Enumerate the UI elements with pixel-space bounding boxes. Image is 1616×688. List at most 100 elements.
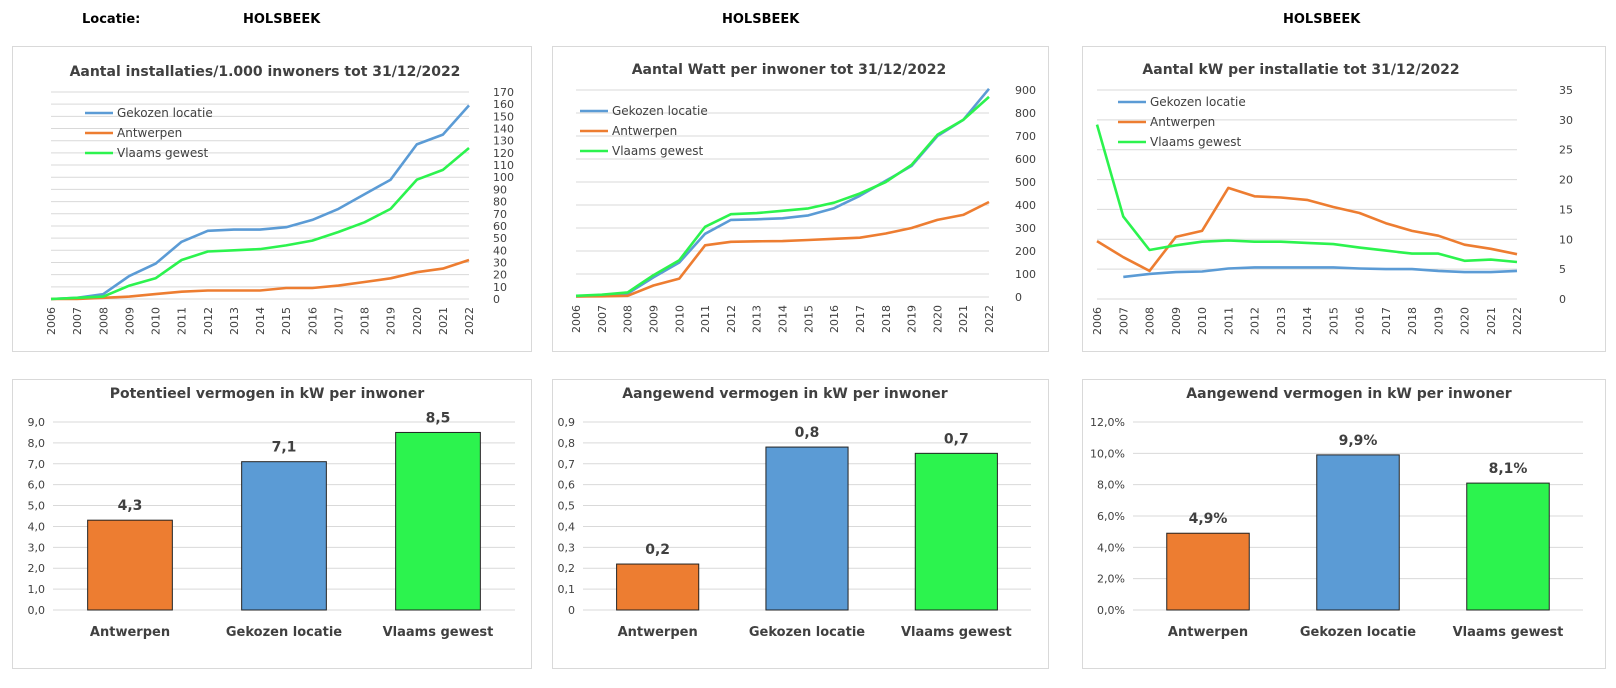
y-tick-label: 0,1 bbox=[558, 583, 576, 596]
y-tick-label: 0 bbox=[1559, 293, 1566, 306]
chart-watt: Aantal Watt per inwoner tot 31/12/2022 0 1… bbox=[570, 62, 1036, 333]
chart-potentieel: Potentieel vermogen in kW per inwoner 0,0… bbox=[28, 386, 515, 640]
y-tick-label: 500 bbox=[1015, 176, 1036, 189]
series-line-gekozen-locatie bbox=[575, 87, 991, 298]
legend-label: Gekozen locatie bbox=[1150, 95, 1246, 109]
y-tick-label: 0,2 bbox=[558, 562, 576, 575]
y-tick-label: 15 bbox=[1559, 203, 1573, 216]
data-label: 8,5 bbox=[426, 410, 451, 426]
chart-kw-installatie: Aantal kW per installatie tot 31/12/2022… bbox=[1091, 62, 1573, 335]
x-tick-label: 2009 bbox=[647, 305, 660, 333]
x-tick-label: 2022 bbox=[983, 305, 996, 333]
legend-label: Gekozen locatie bbox=[117, 106, 213, 120]
data-label: 0,8 bbox=[795, 425, 820, 441]
y-tick-label: 0,5 bbox=[558, 500, 576, 513]
x-tick-label: 2007 bbox=[71, 307, 84, 335]
x-tick-label: 2015 bbox=[802, 305, 815, 333]
x-tick-label: 2014 bbox=[254, 307, 267, 335]
x-tick-label: 2017 bbox=[1380, 307, 1393, 335]
y-tick-label: 0 bbox=[568, 604, 575, 617]
location-label: Locatie: bbox=[82, 12, 141, 27]
y-tick-label: 300 bbox=[1015, 222, 1036, 235]
legend-label: Antwerpen bbox=[612, 124, 677, 138]
x-tick-label: 2010 bbox=[150, 307, 163, 335]
y-tick-label: 0,9 bbox=[558, 416, 576, 429]
series-line-vlaams-gewest bbox=[575, 95, 990, 298]
series-line-antwerpen bbox=[575, 200, 990, 298]
y-tick-label: 35 bbox=[1559, 84, 1573, 97]
x-tick-label: 2008 bbox=[622, 305, 635, 333]
x-tick-label: 2006 bbox=[570, 305, 583, 333]
legend-label: Vlaams gewest bbox=[117, 146, 208, 160]
y-tick-label: 2,0 bbox=[28, 562, 46, 575]
x-tick-label: 2017 bbox=[332, 307, 345, 335]
x-tick-label: 2011 bbox=[1222, 307, 1235, 335]
y-tick-label: 140 bbox=[493, 123, 514, 136]
y-tick-label: 20 bbox=[1559, 174, 1573, 187]
y-tick-label: 4,0 bbox=[28, 520, 46, 533]
y-tick-label: 40 bbox=[493, 244, 507, 257]
x-tick-label: 2018 bbox=[880, 305, 893, 333]
y-tick-label: 600 bbox=[1015, 153, 1036, 166]
x-tick-label: 2016 bbox=[828, 305, 841, 333]
y-tick-label: 9,0 bbox=[28, 416, 46, 429]
bar-antwerpen bbox=[616, 563, 700, 611]
y-tick-label: 8,0 bbox=[28, 437, 46, 450]
data-label: 0,2 bbox=[645, 542, 670, 558]
y-tick-label: 90 bbox=[493, 183, 507, 196]
x-tick-label: 2013 bbox=[751, 305, 764, 333]
x-tick-label: 2021 bbox=[437, 307, 450, 335]
x-tick-label: 2009 bbox=[123, 307, 136, 335]
chart-panel-installaties: Aantal installaties/1.000 inwoners tot 3… bbox=[12, 46, 532, 352]
y-tick-label: 110 bbox=[493, 159, 514, 172]
bar-gekozen-locatie bbox=[1316, 454, 1400, 611]
x-tick-label: 2021 bbox=[957, 305, 970, 333]
y-tick-label: 12,0% bbox=[1090, 416, 1125, 429]
x-tick-label: 2022 bbox=[463, 307, 476, 335]
x-tick-label: 2011 bbox=[699, 305, 712, 333]
y-tick-label: 1,0 bbox=[28, 583, 46, 596]
series-line-antwerpen bbox=[51, 258, 470, 301]
y-tick-label: 2,0% bbox=[1097, 573, 1125, 586]
x-tick-label: 2020 bbox=[411, 307, 424, 335]
data-label: 8,1% bbox=[1489, 461, 1528, 477]
y-tick-label: 8,0% bbox=[1097, 479, 1125, 492]
y-tick-label: 25 bbox=[1559, 144, 1573, 157]
y-tick-label: 3,0 bbox=[28, 541, 46, 554]
y-tick-label: 100 bbox=[1015, 268, 1036, 281]
y-tick-label: 100 bbox=[493, 171, 514, 184]
y-tick-label: 0,0% bbox=[1097, 604, 1125, 617]
x-tick-label: 2016 bbox=[1354, 307, 1367, 335]
series-line-vlaams-gewest bbox=[50, 147, 470, 301]
bar-vlaams-gewest bbox=[1466, 482, 1550, 611]
bar-antwerpen bbox=[1166, 532, 1250, 611]
series-line-vlaams-gewest bbox=[1095, 124, 1518, 264]
category-label: Gekozen locatie bbox=[226, 625, 342, 640]
y-tick-label: 10,0% bbox=[1090, 447, 1125, 460]
x-tick-label: 2020 bbox=[931, 305, 944, 333]
data-label: 0,7 bbox=[944, 431, 969, 447]
chart-title: Aantal installaties/1.000 inwoners tot 3… bbox=[70, 64, 461, 80]
y-tick-label: 0 bbox=[1015, 291, 1022, 304]
x-tick-label: 2010 bbox=[1196, 307, 1209, 335]
y-tick-label: 160 bbox=[493, 98, 514, 111]
x-tick-label: 2016 bbox=[306, 307, 319, 335]
y-tick-label: 800 bbox=[1015, 107, 1036, 120]
chart-title: Aantal kW per installatie tot 31/12/2022 bbox=[1142, 62, 1459, 78]
y-tick-label: 30 bbox=[1559, 114, 1573, 127]
chart-title: Aangewend vermogen in kW per inwoner bbox=[622, 386, 947, 402]
y-tick-label: 170 bbox=[493, 86, 514, 99]
x-tick-label: 2008 bbox=[97, 307, 110, 335]
chart-title: Potentieel vermogen in kW per inwoner bbox=[110, 386, 425, 402]
y-tick-label: 130 bbox=[493, 135, 514, 148]
bar-vlaams-gewest bbox=[914, 452, 998, 611]
bar-vlaams-gewest bbox=[395, 431, 481, 611]
bar-antwerpen bbox=[87, 519, 173, 611]
y-tick-label: 150 bbox=[493, 110, 514, 123]
x-tick-label: 2021 bbox=[1485, 307, 1498, 335]
legend-label: Antwerpen bbox=[1150, 115, 1215, 129]
bar-gekozen-locatie bbox=[241, 461, 327, 611]
right-title: HOLSBEEK bbox=[1283, 12, 1361, 27]
x-tick-label: 2022 bbox=[1511, 307, 1524, 335]
category-label: Vlaams gewest bbox=[1453, 625, 1564, 640]
